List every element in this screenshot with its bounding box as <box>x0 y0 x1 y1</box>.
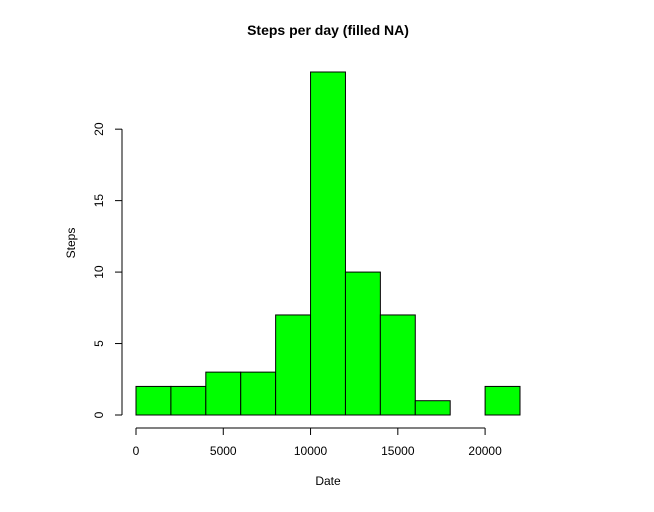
y-tick-label-3: 15 <box>92 194 106 208</box>
chart-title: Steps per day (filled NA) <box>247 22 409 38</box>
histogram-bar-8 <box>414 400 451 416</box>
histogram-bar-7 <box>379 314 416 416</box>
histogram-bar-6 <box>344 271 381 416</box>
y-tick-label-2: 10 <box>92 265 106 279</box>
histogram-bar-10 <box>484 385 521 416</box>
bars-group <box>135 71 521 416</box>
x-tick-label-3: 15000 <box>381 444 415 458</box>
histogram-bar-0 <box>135 385 172 416</box>
x-tick-label-0: 0 <box>133 444 140 458</box>
y-tick-label-4: 20 <box>92 122 106 136</box>
histogram-bar-4 <box>275 314 312 416</box>
x-axis-label: Date <box>315 474 341 488</box>
histogram-bar-5 <box>310 71 346 416</box>
x-tick-label-4: 20000 <box>468 444 502 458</box>
x-axis: 0 5000 10000 15000 20000 <box>133 427 502 458</box>
histogram-bar-1 <box>170 385 207 416</box>
y-tick-label-0: 0 <box>92 411 106 418</box>
x-tick-label-1: 5000 <box>210 444 237 458</box>
y-axis: 0 5 10 15 20 <box>92 122 123 418</box>
y-axis-label: Steps <box>64 228 78 259</box>
histogram-bar-3 <box>240 371 277 416</box>
x-tick-label-2: 10000 <box>294 444 328 458</box>
histogram-bar-2 <box>205 371 242 416</box>
y-tick-label-1: 5 <box>92 340 106 347</box>
